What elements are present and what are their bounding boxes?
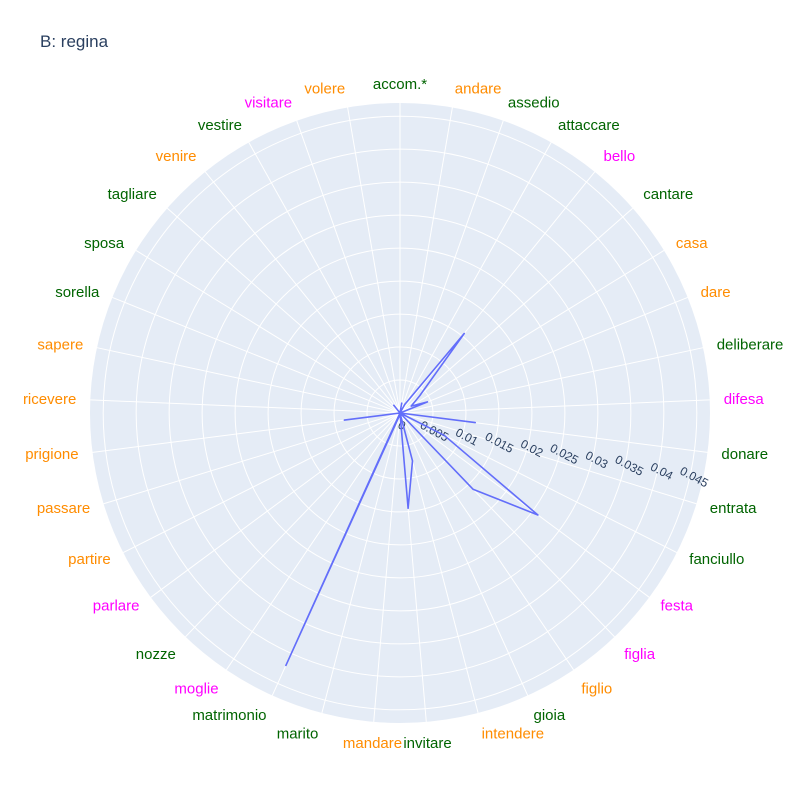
grid-spoke [399,142,552,414]
grid-spoke [112,296,401,414]
data-point [285,664,287,666]
grid-spoke [399,120,504,414]
category-label: venire [156,148,197,165]
category-label: assedio [508,95,560,112]
category-label: matrimonio [192,707,266,724]
data-layer [285,332,539,667]
grid-spoke [135,250,401,414]
category-label: volere [304,81,345,98]
grid-spoke [150,412,401,598]
category-label: sposa [84,235,125,252]
grid-spoke [321,412,401,714]
grid-spoke [90,399,401,414]
category-label: casa [676,235,708,252]
category-label: sorella [55,284,100,301]
category-label: nozze [136,646,176,663]
data-point [404,403,406,405]
category-label: vestire [198,117,242,134]
category-label: fanciullo [689,551,744,568]
grid-spoke [225,412,401,671]
category-label: ricevere [23,391,76,408]
grid-spoke [399,412,697,505]
category-label: moglie [174,680,218,697]
data-point [463,333,465,334]
grid-spoke [399,296,688,414]
category-label: visitare [245,95,293,112]
grid-spoke [347,107,401,414]
data-point [398,415,400,417]
grid-spoke [399,207,634,414]
chart-title: B: regina [40,32,109,51]
category-label: prigione [25,446,78,463]
category-label: figlia [624,646,656,663]
grid-spoke [399,171,596,414]
category-label: invitare [403,735,451,752]
data-point [343,419,345,421]
data-point [399,412,401,414]
grid-spoke [399,412,575,671]
category-label: figlio [581,680,612,697]
category-label: entrata [710,500,757,517]
category-labels: accom.* andare assedio attaccare bello cantar… [23,76,783,752]
category-label: passare [37,500,90,517]
data-point [401,402,403,404]
data-point [407,507,409,509]
grid-spoke [399,399,710,414]
grid-spoke [96,347,401,414]
category-label: partire [68,551,111,568]
grid-spoke [399,412,529,696]
category-label: sapere [37,337,83,354]
category-label: bello [604,148,636,165]
category-label: donare [721,446,768,463]
data-point [474,422,476,424]
category-label: festa [661,598,694,615]
data-point [472,488,474,490]
category-label: accom.* [373,76,427,93]
grid-spoke [204,171,401,414]
category-label: mandare [343,735,402,752]
category-label: gioia [534,707,566,724]
grid-spoke [373,412,401,722]
data-point [412,460,413,462]
grid-spoke [399,412,650,598]
data-point [427,401,428,403]
grid-spoke [166,207,401,414]
category-label: difesa [724,391,765,408]
category-label: andare [455,81,502,98]
grid-spoke [399,250,665,414]
angular-grid [90,103,710,722]
grid-spoke [296,120,401,414]
data-point [443,434,445,436]
category-label: attaccare [558,117,620,134]
grid-spoke [399,107,453,414]
grid-spoke [103,412,401,505]
category-label: marito [277,726,319,743]
grid-spoke [399,347,704,414]
category-label: cantare [643,186,693,203]
category-label: deliberare [717,337,784,354]
data-point [410,405,412,407]
data-point [419,395,421,397]
grid-spoke [122,412,401,554]
category-label: intendere [482,726,545,743]
category-label: dare [701,284,731,301]
category-label: tagliare [108,186,157,203]
grid-spoke [185,412,401,638]
category-label: parlare [93,598,140,615]
data-point [537,514,539,516]
data-point [393,404,395,406]
grid-spoke [248,142,401,414]
